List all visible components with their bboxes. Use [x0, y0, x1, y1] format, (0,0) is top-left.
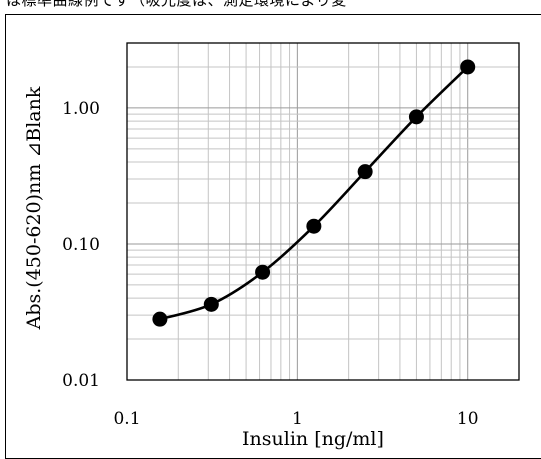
y-tick-label: 0.01: [62, 371, 100, 391]
data-point: [152, 311, 168, 327]
x-axis-label: Insulin [ng/ml]: [242, 428, 384, 450]
x-tick-labels: 0.1 1 10: [113, 409, 478, 429]
y-axis-label: Abs.(450-620)nm ⊿Blank: [23, 86, 45, 330]
plot-area: [126, 42, 520, 381]
y-tick-label: 1.00: [62, 99, 100, 119]
data-point: [460, 59, 476, 75]
y-tick-label: 0.10: [62, 235, 100, 255]
data-point: [203, 296, 219, 312]
data-point: [306, 218, 322, 234]
data-point: [408, 109, 424, 125]
x-tick-label: 10: [457, 409, 479, 429]
x-tick-label: 0.1: [113, 409, 140, 429]
data-point: [357, 164, 373, 180]
data-point: [255, 264, 271, 280]
grid-lines: [127, 43, 519, 380]
x-tick-label: 1: [292, 409, 303, 429]
data-points: [152, 59, 476, 327]
cut-off-header-text: は標準曲線例です（吸光度は、測定環境により変: [6, 0, 347, 9]
y-tick-labels: 0.01 0.10 1.00: [62, 99, 100, 391]
fit-curve: [158, 65, 470, 321]
